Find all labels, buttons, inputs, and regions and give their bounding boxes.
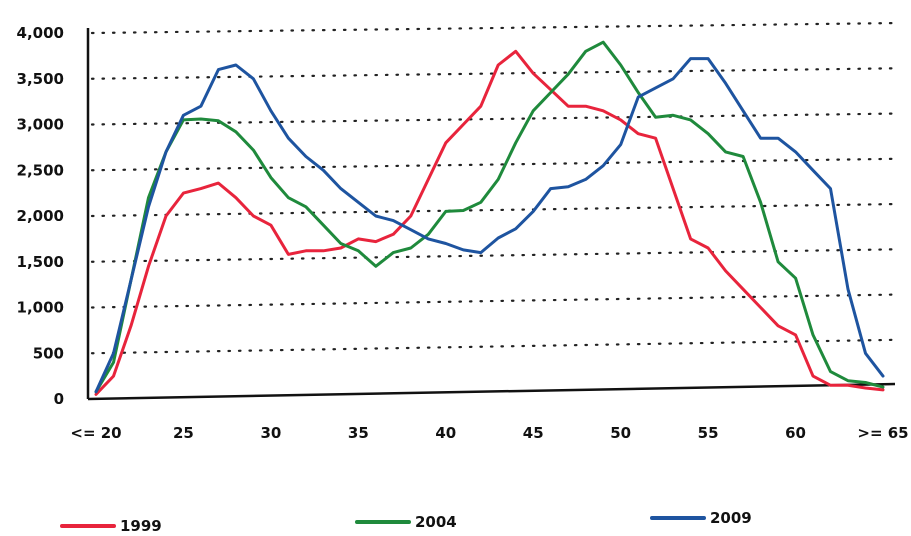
x-tick-label: 50 [610, 424, 631, 442]
x-tick-label: <= 20 [70, 424, 121, 442]
gridline-2500 [90, 157, 902, 172]
x-tick-label: 25 [173, 424, 194, 442]
legend: 1999 2004 2009 [60, 509, 752, 535]
legend-label-2004: 2004 [415, 513, 457, 531]
axes [86, 28, 896, 401]
y-tick-label: 500 [33, 344, 64, 362]
legend-label-2009: 2009 [710, 509, 752, 527]
y-tick-label: 2,500 [17, 161, 64, 179]
y-tick-label: 3,000 [17, 116, 64, 134]
gridline-1000 [90, 293, 902, 309]
y-tick-label: 1,500 [17, 253, 64, 271]
y-tick-labels: 0 500 1,000 1,500 2,000 2,500 3,000 3,500 4,000 [17, 24, 64, 408]
y-tick-label: 1,000 [17, 299, 64, 317]
series-lines [94, 40, 885, 396]
gridline-4000 [90, 21, 902, 35]
x-tick-label: 45 [523, 424, 544, 442]
series-line-2004 [94, 40, 885, 394]
series-line-1999 [94, 49, 885, 396]
legend-label-1999: 1999 [120, 517, 162, 535]
x-axis-line [87, 382, 896, 401]
x-tick-labels: <= 20 25 30 35 40 45 50 55 60 >= 65 [70, 424, 908, 442]
gridline-3000 [90, 112, 902, 126]
x-tick-label: 40 [435, 424, 456, 442]
gridline-2000 [90, 202, 902, 218]
y-tick-label: 4,000 [17, 24, 64, 42]
x-tick-label: 55 [698, 424, 719, 442]
gridline-3500 [90, 67, 902, 80]
y-tick-label: 2,000 [17, 207, 64, 225]
gridline-1500 [90, 248, 902, 263]
y-tick-label: 0 [54, 390, 64, 408]
x-tick-label: >= 65 [857, 424, 908, 442]
y-tick-label: 3,500 [17, 70, 64, 88]
grid-lines [90, 21, 902, 355]
x-tick-label: 30 [260, 424, 281, 442]
x-tick-label: 35 [348, 424, 369, 442]
series-line-2009 [94, 57, 885, 394]
x-tick-label: 60 [785, 424, 806, 442]
gridline-500 [90, 338, 902, 355]
